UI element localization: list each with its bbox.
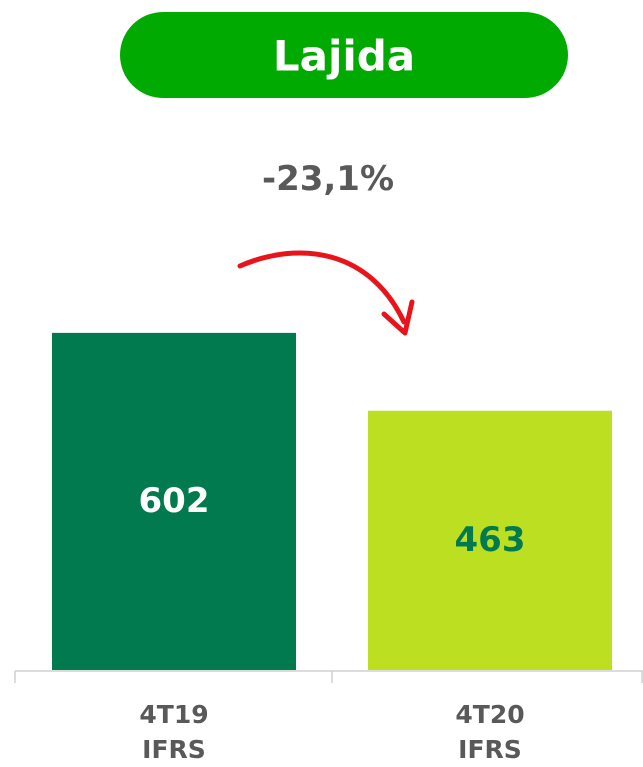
title-background xyxy=(120,12,568,98)
bar xyxy=(52,332,296,670)
chart-title: Lajida xyxy=(272,31,416,81)
arrow xyxy=(237,250,407,325)
x-tick-label: 4T19 IFRS xyxy=(139,700,209,764)
value-label: 463 xyxy=(454,520,526,561)
arrow-head xyxy=(381,299,415,336)
annotation: -23,1% xyxy=(261,159,395,199)
value-label: 602 xyxy=(138,481,210,522)
x-tick-label: 4T20 IFRS xyxy=(455,700,525,764)
bar xyxy=(368,410,612,670)
